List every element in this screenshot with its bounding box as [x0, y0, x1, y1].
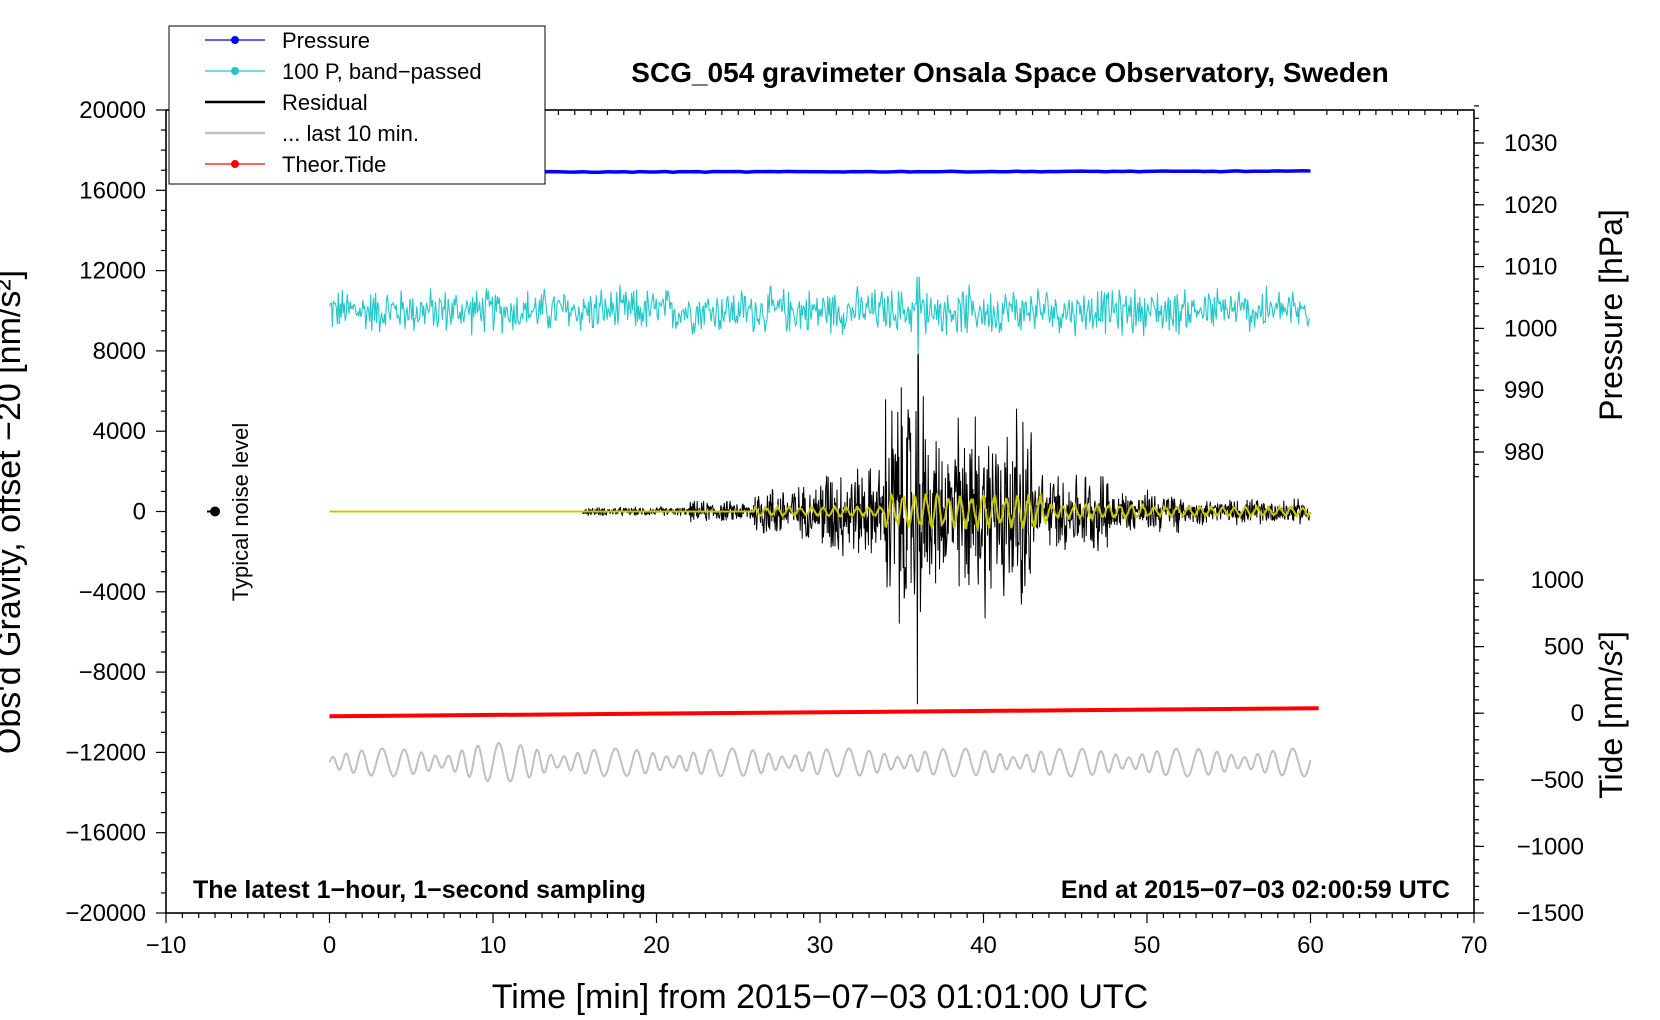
- tide-tick-label: 1000: [1531, 567, 1584, 594]
- x-tick-label: 70: [1461, 932, 1488, 959]
- y-tick-label: 4000: [93, 418, 146, 445]
- x-tick-label: −10: [146, 932, 187, 959]
- x-tick-label: 10: [480, 932, 507, 959]
- y-ticks-tide: 1000 500 0 −500 −1000 −1500: [1474, 567, 1584, 927]
- y-axis-label-pressure: Pressure [hPa]: [1593, 209, 1629, 421]
- chart-title: SCG_054 gravimeter Onsala Space Observat…: [631, 57, 1388, 88]
- x-axis-label: Time [min] from 2015−07−03 01:01:00 UTC: [492, 978, 1148, 1016]
- legend-label: Residual: [282, 90, 368, 115]
- sampling-note: The latest 1−hour, 1−second sampling: [193, 876, 646, 904]
- pressure-tick-label: 1000: [1504, 315, 1557, 342]
- noise-level-label: Typical noise level: [228, 423, 253, 602]
- legend-marker: [231, 67, 239, 75]
- end-time-note: End at 2015−07−03 02:00:59 UTC: [1061, 876, 1450, 904]
- x-tick-label: 30: [807, 932, 834, 959]
- pressure-tick-label: 990: [1504, 377, 1544, 404]
- y-tick-label: 0: [133, 499, 146, 526]
- x-tick-label: 40: [970, 932, 997, 959]
- y-tick-label: 20000: [79, 97, 146, 124]
- legend-items: Pressure 100 P, band−passed Residual ... la…: [205, 28, 482, 177]
- pressure-tick-label: 1020: [1504, 192, 1557, 219]
- pressure-tick-label: 1030: [1504, 130, 1557, 157]
- y-tick-label: −12000: [65, 739, 146, 766]
- y-axis-label-left: Obs'd Gravity, offset −20 [nm/s²]: [0, 270, 28, 754]
- legend-label: 100 P, band−passed: [282, 59, 482, 84]
- y-tick-label: −16000: [65, 820, 146, 847]
- pressure-tick-label: 1010: [1504, 254, 1557, 281]
- x-tick-label: 0: [323, 932, 336, 959]
- series-residual-filtered: [329, 491, 1312, 533]
- tide-tick-label: 500: [1544, 634, 1584, 661]
- legend-label: Theor.Tide: [282, 152, 386, 177]
- y-ticks-left: 20000 16000 12000 8000 4000 0 −4000 −8000 −12000…: [65, 97, 166, 927]
- series-layer: [328, 169, 1319, 783]
- x-tick-label: 50: [1134, 932, 1161, 959]
- legend-label: Pressure: [282, 28, 370, 53]
- pressure-tick-label: 980: [1504, 439, 1544, 466]
- legend-marker: [231, 36, 239, 44]
- y-axis-label-tide: Tide [nm/s²]: [1593, 631, 1629, 799]
- tide-tick-label: −500: [1530, 767, 1584, 794]
- tide-tick-label: −1500: [1517, 900, 1584, 927]
- tide-tick-label: 0: [1571, 700, 1584, 727]
- legend-marker: [231, 160, 239, 168]
- series-theoretical-tide: [329, 706, 1319, 719]
- legend-label: ... last 10 min.: [282, 121, 419, 146]
- series-last-10-min: [328, 741, 1312, 783]
- x-tick-label: 60: [1297, 932, 1324, 959]
- y-tick-label: 16000: [79, 177, 146, 204]
- y-tick-label: 12000: [79, 258, 146, 285]
- series-residual: [329, 354, 1311, 705]
- x-ticks: −10 0 10 20 30 40 50 60 70: [146, 110, 1488, 959]
- y-tick-label: 8000: [93, 338, 146, 365]
- y-tick-label: −4000: [79, 579, 146, 606]
- series-pressure-bandpassed: [328, 276, 1311, 357]
- y-tick-label: −20000: [65, 900, 146, 927]
- tide-tick-label: −1000: [1517, 833, 1584, 860]
- legend-box: [168, 25, 546, 185]
- y-tick-label: −8000: [79, 659, 146, 686]
- y-ticks-pressure: 1030 1020 1010 1000 990 980: [1474, 105, 1557, 478]
- legend: Pressure 100 P, band−passed Residual ... la…: [168, 25, 546, 185]
- x-tick-label: 20: [643, 932, 670, 959]
